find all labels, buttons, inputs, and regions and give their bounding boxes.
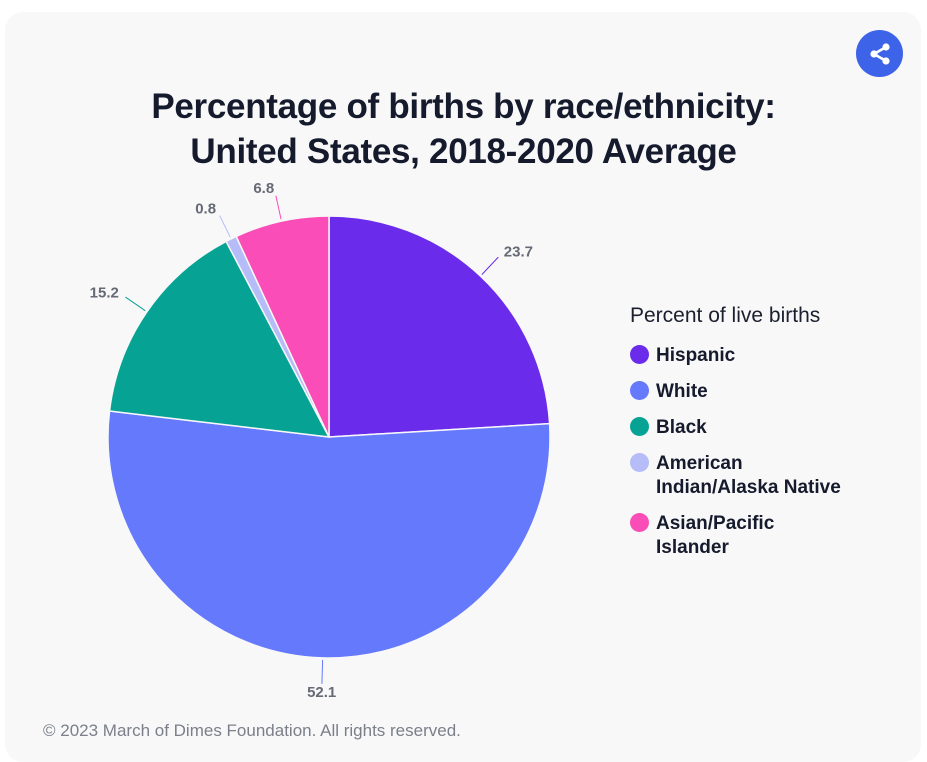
leader-line [275,195,282,220]
leader-line [125,296,146,312]
share-icon [869,42,890,65]
legend-title: Percent of live births [630,304,821,327]
legend-item[interactable]: Black [630,416,841,440]
legend-label: White [656,381,708,402]
chart-title: Percentage of births by race/ethnicity: … [0,84,927,174]
share-button[interactable] [856,30,903,77]
legend-label: Black [656,417,707,438]
data-label: 0.8 [195,200,216,217]
title-line-1: Percentage of births by race/ethnicity: [151,87,776,126]
title-line-2: United States, 2018-2020 Average [190,132,737,171]
legend-swatch [630,417,649,436]
legend-item[interactable]: White [630,380,841,404]
legend-item[interactable]: American Indian/Alaska Native [630,452,841,500]
legend-swatch [630,381,649,400]
data-label: 52.1 [307,684,336,701]
legend: Percent of live births Hispanic White Blac… [630,304,841,572]
leader-line [481,256,499,275]
leader-line [219,215,231,238]
data-label: 6.8 [253,180,274,197]
legend-item[interactable]: Hispanic [630,344,841,368]
pie-slice[interactable] [108,240,331,438]
pie-slice[interactable] [107,410,551,659]
legend-swatch [630,453,649,472]
legend-label: American Indian/Alaska Native [656,453,841,498]
pie-slice[interactable] [328,215,551,438]
data-label: 15.2 [90,285,119,302]
legend-label: Asian/Pacific Islander [656,513,775,558]
legend-item[interactable]: Asian/Pacific Islander [630,512,841,560]
copyright-footer: © 2023 March of Dimes Foundation. All ri… [43,721,461,740]
pie-slice[interactable] [235,215,330,438]
legend-label: Hispanic [656,345,736,366]
legend-swatch [630,345,649,364]
data-label: 23.7 [504,243,533,260]
legend-swatch [630,513,649,532]
leader-line [321,659,324,684]
